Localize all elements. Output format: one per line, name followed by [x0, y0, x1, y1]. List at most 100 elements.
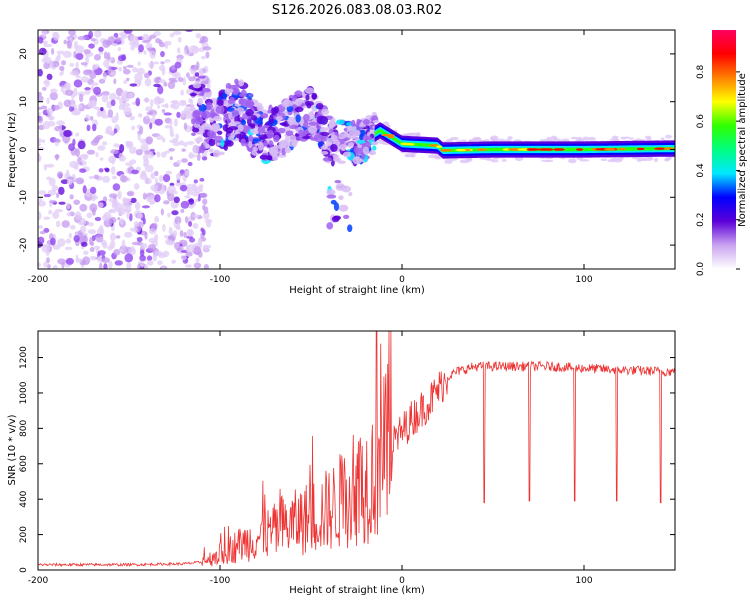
heatmap-cell — [137, 61, 141, 66]
heatmap-cell — [167, 81, 176, 90]
heatmap-cell — [330, 144, 338, 152]
heatmap-cell — [101, 214, 110, 222]
heatmap-cell — [97, 250, 106, 256]
heatmap-cell — [97, 202, 104, 208]
heatmap-cell — [188, 221, 193, 227]
heatmap-cell — [257, 126, 266, 134]
heatmap-cell — [42, 40, 48, 45]
spectrogram-y-tick-label: 0 — [19, 146, 29, 152]
heatmap-cell — [502, 148, 511, 151]
heatmap-cell — [107, 109, 114, 118]
heatmap-cell — [263, 140, 268, 147]
heatmap-onset-region — [188, 78, 379, 233]
heatmap-cell — [646, 137, 652, 142]
heatmap-cell — [241, 125, 250, 133]
heatmap-cell — [197, 195, 201, 202]
heatmap-cell — [129, 83, 138, 87]
heatmap-cell — [136, 67, 145, 75]
heatmap-cell — [68, 30, 76, 36]
heatmap-cell — [98, 168, 104, 173]
heatmap-cell — [334, 179, 342, 184]
heatmap-cell — [112, 183, 121, 191]
heatmap-cell — [320, 131, 330, 137]
heatmap-cell — [39, 196, 43, 203]
heatmap-cell — [346, 132, 356, 139]
heatmap-cell — [113, 248, 121, 256]
heatmap-cell — [238, 79, 245, 87]
heatmap-cell — [201, 55, 206, 60]
heatmap-cell — [172, 141, 181, 147]
heatmap-cell — [216, 99, 224, 106]
heatmap-cell — [552, 136, 559, 142]
heatmap-cell — [89, 255, 97, 261]
heatmap-cell — [173, 196, 180, 204]
heatmap-cell — [191, 185, 198, 192]
heatmap-cell — [66, 212, 72, 217]
heatmap-cell — [326, 222, 334, 230]
heatmap-cell — [84, 87, 91, 91]
heatmap-cell — [186, 141, 195, 145]
heatmap-cell — [197, 75, 206, 79]
heatmap-cell — [57, 258, 66, 265]
heatmap-cell — [205, 51, 210, 59]
heatmap-cell — [56, 192, 60, 199]
heatmap-cell — [501, 158, 507, 162]
heatmap-cell — [259, 154, 269, 160]
colorbar-ticks: 0.0 0.2 0.4 0.6 0.8 — [696, 64, 740, 276]
heatmap-cell — [183, 232, 187, 238]
heatmap-cell — [122, 68, 131, 75]
heatmap-cell — [154, 233, 159, 242]
heatmap-cell — [169, 156, 173, 161]
heatmap-cell — [320, 151, 329, 155]
heatmap-cell — [238, 93, 247, 97]
heatmap-cell — [71, 110, 81, 116]
heatmap-cell — [194, 72, 200, 77]
heatmap-cell — [38, 115, 44, 124]
heatmap-cell — [125, 162, 134, 167]
heatmap-cell — [111, 175, 117, 180]
heatmap-cell — [196, 136, 203, 142]
heatmap-cell — [294, 106, 304, 113]
heatmap-cell — [154, 194, 161, 203]
heatmap-cell — [118, 67, 123, 72]
heatmap-cell — [102, 72, 108, 77]
heatmap-cell — [41, 86, 47, 91]
spectrogram-y-tick-label: -20 — [19, 237, 29, 252]
heatmap-cell — [444, 159, 453, 164]
heatmap-cell — [163, 112, 172, 116]
heatmap-cell — [498, 138, 505, 142]
heatmap-cell — [176, 221, 181, 230]
heatmap-cell — [126, 177, 131, 182]
heatmap-cell — [194, 199, 199, 203]
heatmap-cell — [93, 174, 99, 180]
heatmap-cell — [158, 175, 164, 183]
heatmap-cell — [68, 143, 75, 152]
heatmap-cell — [117, 55, 126, 62]
heatmap-cell — [161, 109, 166, 114]
heatmap-cell — [122, 103, 131, 107]
spectrogram-x-tick-label: -200 — [28, 275, 49, 285]
heatmap-cell — [207, 130, 215, 138]
heatmap-cell — [120, 90, 129, 100]
heatmap-cell — [182, 76, 187, 86]
heatmap-cell — [306, 102, 312, 109]
heatmap-cell — [82, 185, 87, 194]
heatmap-cell — [63, 39, 68, 45]
heatmap-cell — [168, 226, 173, 236]
heatmap-cell — [660, 137, 665, 141]
heatmap-cell — [118, 152, 124, 161]
heatmap-cell — [164, 59, 171, 63]
heatmap-cell — [277, 127, 286, 134]
heatmap-carrier-band — [371, 119, 675, 164]
heatmap-cell — [335, 183, 345, 191]
heatmap-cell — [99, 157, 104, 161]
heatmap-cell — [86, 149, 96, 155]
heatmap-cell — [143, 97, 150, 103]
heatmap-cell — [43, 62, 50, 70]
snr-x-tick-label: 0 — [399, 576, 405, 586]
heatmap-cell — [321, 108, 330, 115]
heatmap-cell — [252, 146, 259, 152]
heatmap-cell — [322, 144, 328, 151]
heatmap-cell — [88, 30, 94, 39]
